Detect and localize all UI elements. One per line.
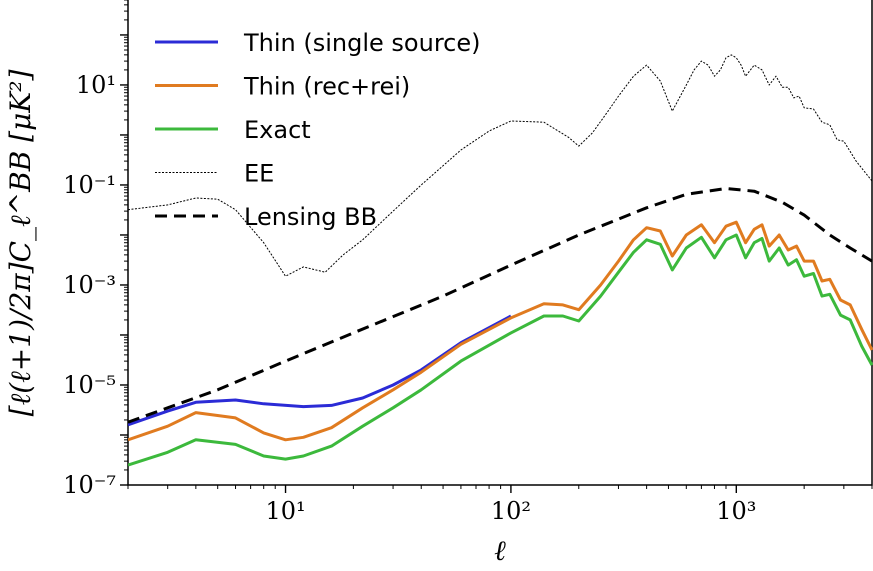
series-line-3	[128, 54, 873, 277]
legend-label: EE	[244, 160, 274, 188]
y-tick-label: 10¹	[76, 71, 116, 99]
series-line-1	[128, 220, 873, 442]
x-tick-label: 10³	[716, 497, 756, 525]
legend-label: Exact	[244, 116, 311, 144]
legend: Thin (single source) Thin (rec+rei) Exact E…	[155, 29, 480, 231]
x-axis-label: ℓ	[494, 534, 506, 567]
plot-frame	[127, 0, 873, 486]
plot-area	[127, 0, 873, 486]
x-axis-ticks: 10¹ 10² 10³	[127, 485, 873, 525]
legend-label: Thin (rec+rei)	[243, 73, 410, 101]
x-tick-label: 10¹	[265, 497, 305, 525]
legend-label: Lensing BB	[244, 203, 377, 231]
y-tick-label: 10⁻⁷	[63, 471, 116, 499]
series-line-4	[128, 187, 873, 424]
series-layer	[128, 54, 873, 467]
series-line-0	[128, 314, 512, 427]
x-tick-label: 10²	[491, 497, 531, 525]
y-tick-label: 10⁻⁵	[63, 371, 116, 399]
y-tick-label: 10⁻¹	[63, 171, 116, 199]
y-axis-label: [ℓ(ℓ+1)/2π]C_ℓ^BB [μK²]	[4, 70, 37, 417]
legend-label: Thin (single source)	[243, 29, 480, 57]
y-axis-ticks: 10⁻⁷ 10⁻⁵ 10⁻³ 10⁻¹ 10¹	[63, 0, 128, 499]
y-tick-label: 10⁻³	[63, 271, 116, 299]
series-line-2	[128, 233, 873, 467]
